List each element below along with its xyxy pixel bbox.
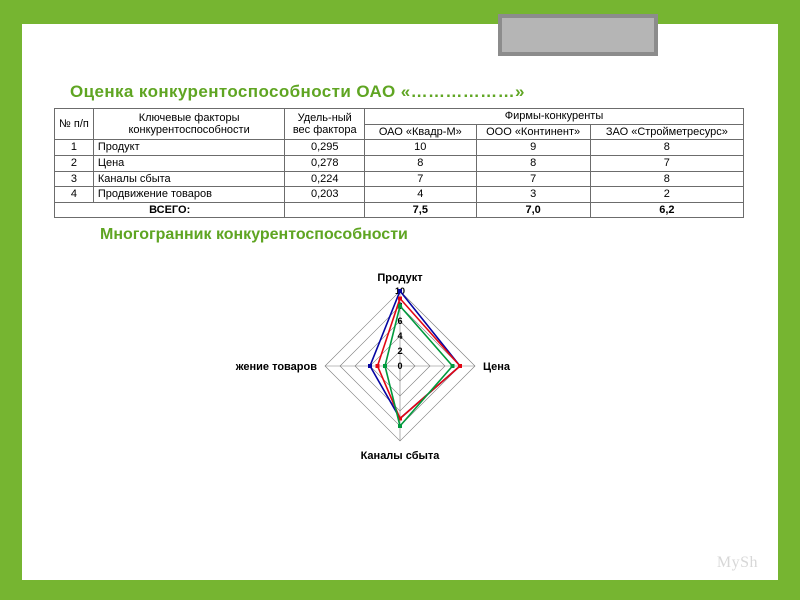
svg-text:Цена: Цена xyxy=(483,361,511,373)
total-v3: 6,2 xyxy=(590,202,743,218)
table-row: 3Каналы сбыта0,224778 xyxy=(55,171,744,187)
cell-v2: 3 xyxy=(476,187,590,203)
cell-weight: 0,224 xyxy=(285,171,365,187)
cell-factor: Продукт xyxy=(93,140,285,156)
watermark: MySh xyxy=(717,554,758,572)
cell-factor: Продвижение товаров xyxy=(93,187,285,203)
col-factor: Ключевые факторы конкурентоспособности xyxy=(93,109,285,140)
total-v2: 7,0 xyxy=(476,202,590,218)
cell-weight: 0,278 xyxy=(285,155,365,171)
cell-v2: 7 xyxy=(476,171,590,187)
col-firm3: ЗАО «Стройметресурс» xyxy=(590,124,743,140)
total-row: ВСЕГО: 7,5 7,0 6,2 xyxy=(55,202,744,218)
cell-v1: 10 xyxy=(365,140,476,156)
total-weight xyxy=(285,202,365,218)
cell-weight: 0,295 xyxy=(285,140,365,156)
cell-v2: 8 xyxy=(476,155,590,171)
cell-v1: 8 xyxy=(365,155,476,171)
decorative-box xyxy=(498,14,658,56)
chart-title: Многогранник конкурентоспособности xyxy=(100,226,758,244)
cell-v1: 4 xyxy=(365,187,476,203)
cell-n: 4 xyxy=(55,187,94,203)
table-body: 1Продукт0,29510982Цена0,2788873Каналы сб… xyxy=(55,140,744,203)
svg-text:4: 4 xyxy=(397,331,402,341)
slide-frame: Оценка конкурентоспособности ОАО «………………… xyxy=(0,0,800,600)
cell-v2: 9 xyxy=(476,140,590,156)
total-label: ВСЕГО: xyxy=(55,202,285,218)
col-firm1: ОАО «Квадр-М» xyxy=(365,124,476,140)
svg-text:Продукт: Продукт xyxy=(377,272,423,284)
cell-v3: 7 xyxy=(590,155,743,171)
col-firm2: ООО «Континент» xyxy=(476,124,590,140)
svg-text:2: 2 xyxy=(397,346,402,356)
cell-weight: 0,203 xyxy=(285,187,365,203)
svg-text:Продвижение товаров: Продвижение товаров xyxy=(235,361,317,373)
cell-n: 2 xyxy=(55,155,94,171)
table-row: 1Продукт0,2951098 xyxy=(55,140,744,156)
svg-text:Каналы сбыта: Каналы сбыта xyxy=(361,450,441,462)
table-row: 4Продвижение товаров0,203432 xyxy=(55,187,744,203)
svg-text:0: 0 xyxy=(397,361,402,371)
table-row: 2Цена0,278887 xyxy=(55,155,744,171)
cell-v3: 2 xyxy=(590,187,743,203)
cell-factor: Каналы сбыта xyxy=(93,171,285,187)
competitiveness-table: № п/п Ключевые факторы конкурентоспособн… xyxy=(54,108,744,218)
col-weight: Удель-ный вес фактора xyxy=(285,109,365,140)
radar-chart: 0246810ПродуктЦенаКаналы сбытаПродвижени… xyxy=(42,248,758,493)
col-n: № п/п xyxy=(55,109,94,140)
col-group-competitors: Фирмы-конкуренты xyxy=(365,109,744,125)
cell-factor: Цена xyxy=(93,155,285,171)
svg-text:6: 6 xyxy=(397,316,402,326)
slide-content: Оценка конкурентоспособности ОАО «………………… xyxy=(22,24,778,580)
cell-n: 3 xyxy=(55,171,94,187)
cell-n: 1 xyxy=(55,140,94,156)
cell-v3: 8 xyxy=(590,171,743,187)
total-v1: 7,5 xyxy=(365,202,476,218)
page-title: Оценка конкурентоспособности ОАО «………………… xyxy=(70,82,758,102)
cell-v3: 8 xyxy=(590,140,743,156)
cell-v1: 7 xyxy=(365,171,476,187)
